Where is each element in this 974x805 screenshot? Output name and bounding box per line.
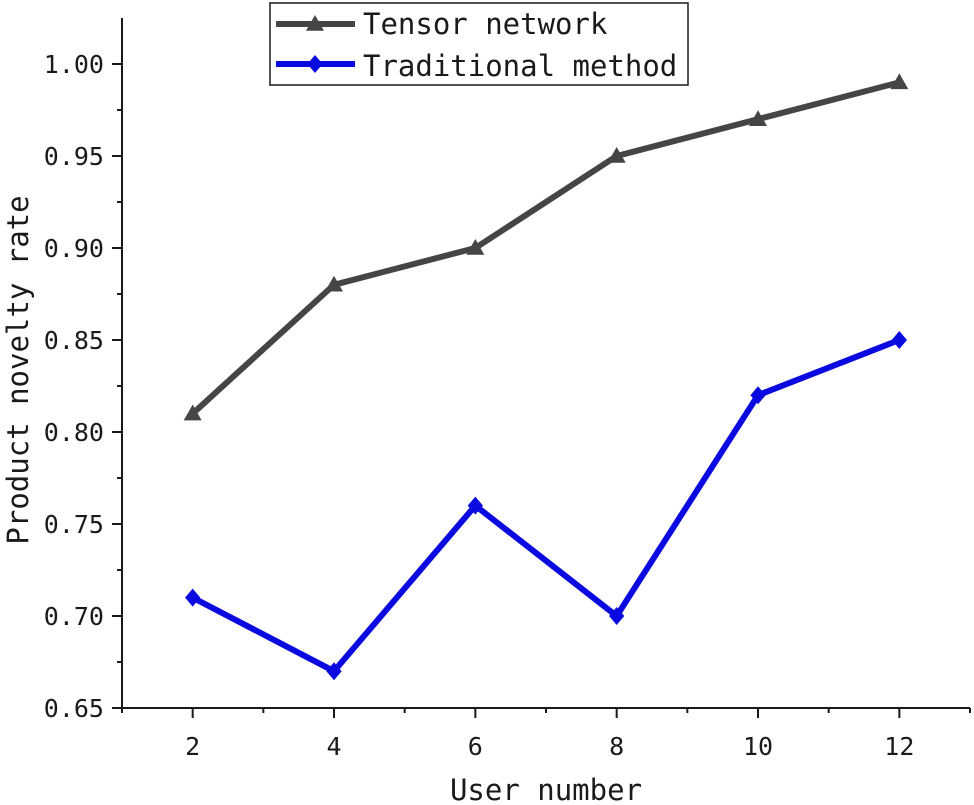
x-ticks: 2 4 6 8 10 12 <box>121 708 971 761</box>
series-line-traditional-method <box>191 337 901 675</box>
data-point-tensor-network <box>325 275 343 292</box>
series-line-tensor-network <box>190 79 901 416</box>
x-tick-label: 2 <box>185 732 200 761</box>
data-point-tensor-network <box>890 73 909 90</box>
y-ticks: 0.65 0.70 0.75 0.80 0.85 0.90 0.95 1.00 <box>44 50 122 723</box>
data-point-tensor-network <box>749 110 767 126</box>
y-tick-label: 1.00 <box>44 50 104 79</box>
x-tick-label: 6 <box>468 732 483 761</box>
data-point-traditional-method <box>750 386 766 405</box>
x-tick-label: 8 <box>609 732 624 761</box>
data-point-traditional-method <box>326 662 342 681</box>
y-tick-label: 0.85 <box>44 326 104 355</box>
data-point-traditional-method <box>467 496 483 515</box>
y-tick-label: 0.90 <box>44 234 104 263</box>
legend-box <box>269 2 689 86</box>
y-tick-label: 0.95 <box>44 142 104 171</box>
legend-label-traditional-method: Traditional method <box>363 49 677 83</box>
x-tick-label: 10 <box>743 732 773 761</box>
data-point-traditional-method <box>891 331 907 349</box>
y-tick-label: 0.75 <box>44 510 104 539</box>
data-point-traditional-method <box>185 588 201 607</box>
x-tick-label: 12 <box>884 732 914 761</box>
legend-marker-tensor-network <box>306 15 324 31</box>
legend-marker-traditional-method <box>307 55 323 73</box>
y-tick-label: 0.80 <box>44 418 104 447</box>
series-layer <box>183 73 909 681</box>
y-tick-label: 0.70 <box>44 602 104 631</box>
data-point-tensor-network <box>183 404 202 421</box>
y-tick-label: 0.65 <box>44 694 104 723</box>
x-tick-label: 4 <box>326 732 341 761</box>
y-axis-title: Product novelty rate <box>1 195 35 544</box>
legend-label-tensor-network: Tensor network <box>363 7 608 41</box>
legend: Tensor network Traditional method <box>269 2 689 86</box>
data-point-tensor-network <box>466 239 485 255</box>
x-axis-title: User number <box>450 773 642 805</box>
data-point-tensor-network <box>607 147 626 163</box>
data-point-traditional-method <box>609 607 625 625</box>
